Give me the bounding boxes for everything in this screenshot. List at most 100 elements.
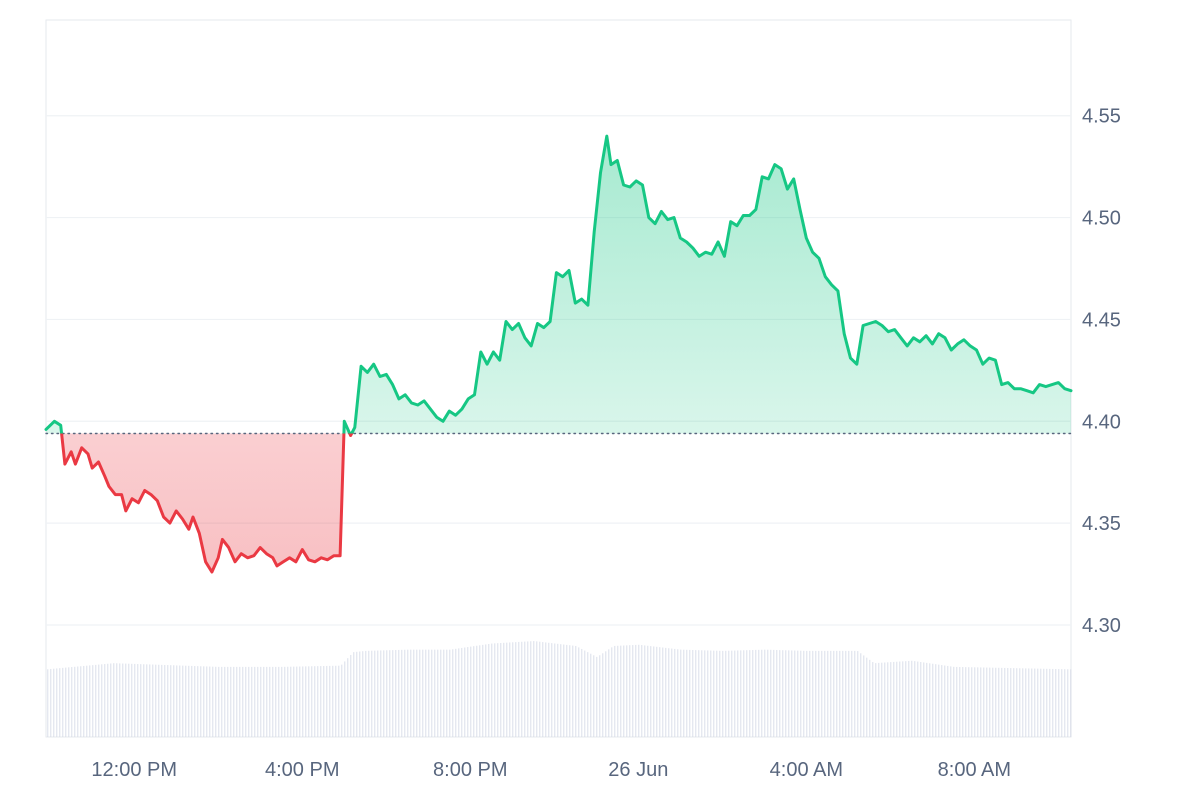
volume-bar [86, 665, 88, 737]
volume-bar [617, 645, 619, 737]
volume-bar [671, 648, 673, 737]
volume-bar [485, 644, 487, 737]
volume-bar [146, 664, 148, 737]
volume-bar [305, 666, 307, 737]
volume-bar [1013, 668, 1015, 737]
volume-bar [656, 646, 658, 737]
volume-bar [713, 650, 715, 737]
volume-bar [143, 664, 145, 737]
volume-bar [788, 650, 790, 737]
volume-bar [896, 661, 898, 737]
volume-bar [248, 666, 250, 737]
volume-bar [92, 665, 94, 737]
volume-bar [74, 666, 76, 737]
volume-bar [320, 666, 322, 737]
volume-bar [104, 664, 106, 737]
volume-bar [809, 650, 811, 737]
volume-bar [761, 649, 763, 737]
volume-bar [1064, 669, 1066, 737]
volume-bar [164, 664, 166, 737]
volume-bar [443, 649, 445, 737]
volume-bars [47, 641, 1072, 737]
volume-bar [110, 663, 112, 737]
volume-bar [803, 650, 805, 737]
volume-bar [1034, 668, 1036, 737]
price-line-down[interactable] [46, 136, 1071, 574]
volume-bar [596, 656, 598, 737]
volume-bar [1019, 668, 1021, 737]
volume-bar [161, 664, 163, 737]
price-area [46, 136, 1071, 572]
volume-bar [476, 645, 478, 737]
volume-bar [107, 663, 109, 737]
volume-bar [428, 649, 430, 737]
volume-bar [158, 664, 160, 737]
volume-bar [65, 667, 67, 737]
volume-bar [683, 649, 685, 737]
volume-bar [935, 664, 937, 737]
volume-bar [545, 642, 547, 737]
volume-bar [182, 665, 184, 737]
volume-bar [353, 652, 355, 737]
volume-bar [194, 666, 196, 737]
volume-bar [626, 645, 628, 737]
volume-bar [461, 647, 463, 737]
volume-bar [620, 645, 622, 737]
volume-bar [770, 649, 772, 737]
volume-bar [950, 666, 952, 737]
volume-bar [314, 666, 316, 737]
volume-bar [824, 650, 826, 737]
volume-bar [779, 650, 781, 737]
volume-bar [251, 666, 253, 737]
volume-bar [83, 665, 85, 737]
volume-bar [1040, 668, 1042, 737]
volume-bar [857, 651, 859, 737]
volume-bar [50, 668, 52, 737]
volume-bar [275, 666, 277, 737]
volume-bar [689, 649, 691, 737]
volume-bar [71, 667, 73, 737]
volume-bar [446, 649, 448, 737]
volume-bar [1031, 668, 1033, 737]
volume-bar [431, 649, 433, 737]
volume-bar [323, 666, 325, 737]
volume-bar [776, 650, 778, 737]
volume-bar [932, 663, 934, 737]
volume-bar [200, 666, 202, 737]
volume-bar [767, 649, 769, 737]
volume-bar [668, 648, 670, 737]
volume-bar [422, 649, 424, 737]
volume-bar [923, 662, 925, 737]
volume-bar [470, 646, 472, 737]
volume-bar [878, 662, 880, 737]
volume-bar [59, 668, 61, 737]
volume-bar [734, 650, 736, 737]
price-line-up[interactable] [44, 134, 1073, 572]
volume-bar [155, 664, 157, 737]
volume-bar [287, 666, 289, 737]
y-axis-labels: 4.30 4.35 4.40 4.45 4.50 4.55 [1082, 106, 1121, 637]
volume-bar [518, 641, 520, 737]
volume-bar [455, 648, 457, 737]
volume-bar [611, 647, 613, 737]
volume-bar [965, 667, 967, 737]
price-line[interactable] [44, 134, 1073, 574]
volume-bar [209, 666, 211, 737]
volume-bar [566, 644, 568, 737]
volume-bar [587, 652, 589, 737]
volume-bar [176, 665, 178, 737]
volume-bar [1049, 668, 1051, 737]
volume-bar [1004, 667, 1006, 737]
volume-bar [398, 649, 400, 737]
volume-bar [89, 665, 91, 737]
volume-bar [269, 666, 271, 737]
volume-bar [1007, 668, 1009, 737]
volume-bar [152, 664, 154, 737]
volume-bar [602, 653, 604, 737]
volume-bar [623, 645, 625, 737]
volume-bar [1058, 669, 1060, 737]
volume-bar [242, 666, 244, 737]
volume-bar [1025, 668, 1027, 737]
